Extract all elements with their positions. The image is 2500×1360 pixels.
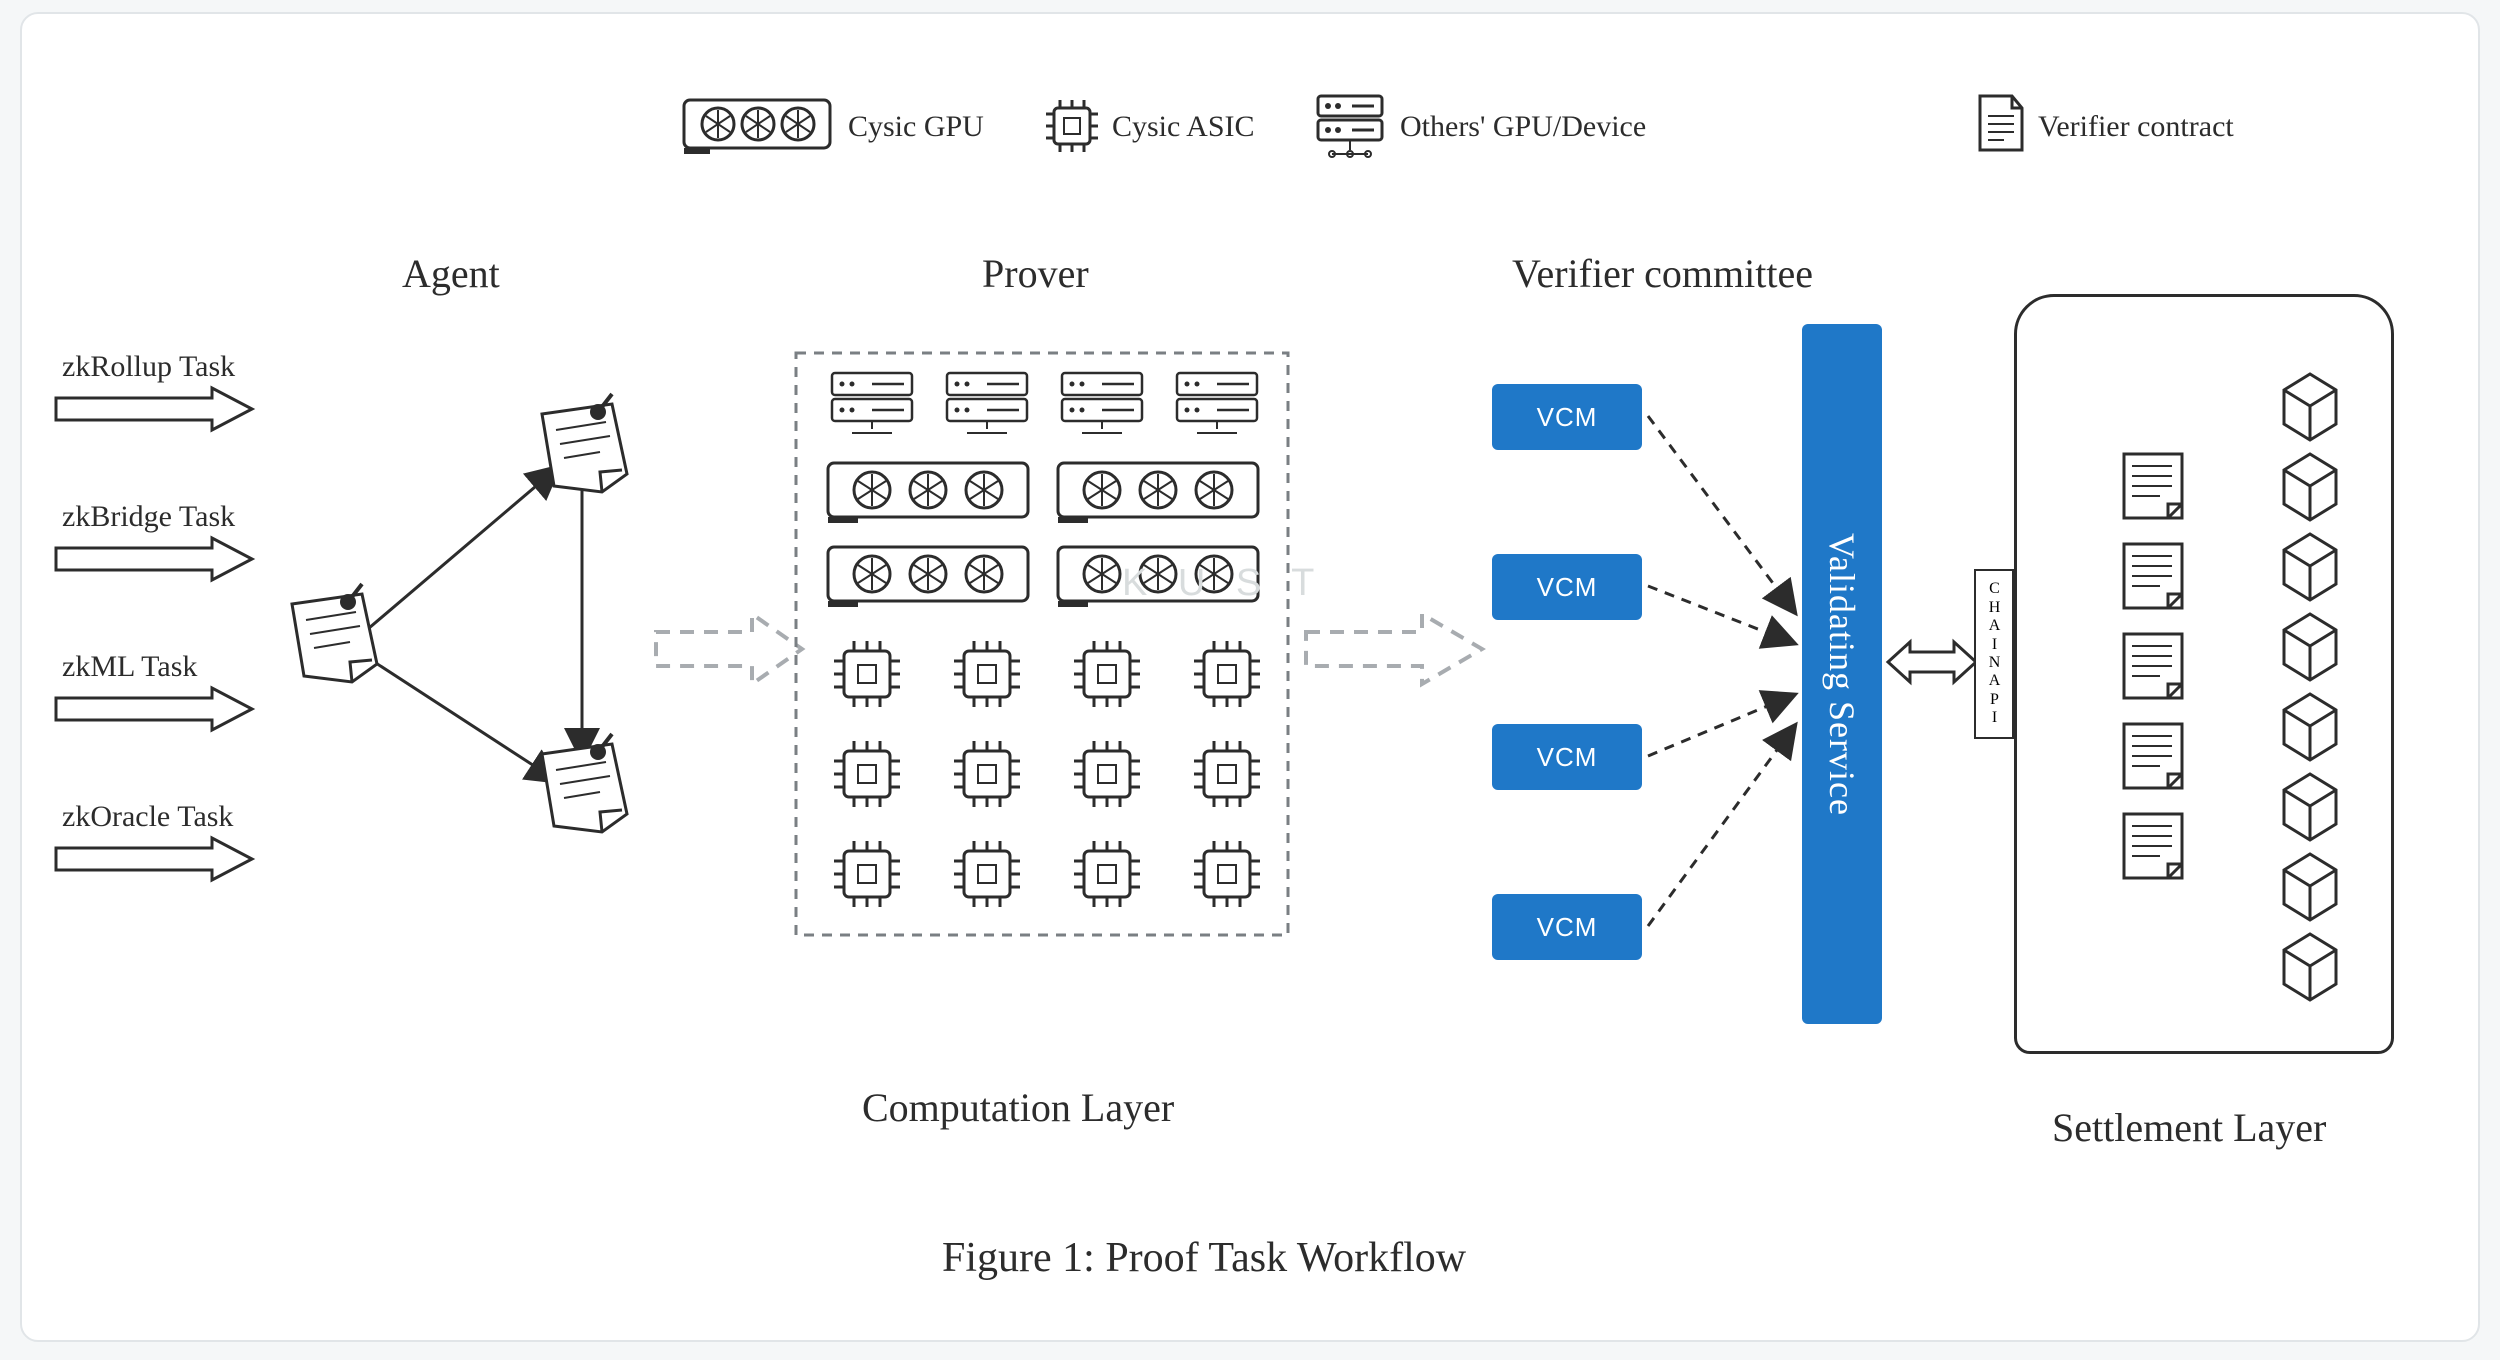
task-arrow-2	[52, 534, 292, 584]
legend-asic-label: Cysic ASIC	[1112, 110, 1255, 144]
title-verifier: Verifier committee	[1512, 250, 1813, 297]
vcm-box-4: VCM	[1492, 894, 1642, 960]
vcm-box-1: VCM	[1492, 384, 1642, 450]
title-agent: Agent	[402, 250, 500, 297]
chainapi-n: N	[1989, 654, 2000, 672]
task-label-4: zkOracle Task	[62, 800, 233, 834]
diagram-frame: Cysic GPU Cysic ASIC	[20, 12, 2480, 1342]
chainapi-i: I	[1992, 636, 1996, 654]
contract-icon	[1976, 92, 2026, 154]
legend-server-label: Others' GPU/Device	[1400, 110, 1646, 144]
prover-box	[792, 349, 1292, 939]
task-arrow-3	[52, 684, 292, 734]
title-prover: Prover	[982, 250, 1089, 297]
title-computation: Computation Layer	[862, 1084, 1174, 1131]
legend-contract-label: Verifier contract	[2038, 110, 2234, 144]
vcm-arrows	[1642, 314, 1822, 1014]
asic-icon	[1042, 96, 1102, 156]
legend-gpu-label: Cysic GPU	[848, 110, 984, 144]
chainapi-a2: A	[1989, 672, 2000, 690]
vcm-box-3: VCM	[1492, 724, 1642, 790]
server-icon	[1312, 92, 1388, 162]
arrow-validating-sequencer	[1884, 632, 1980, 692]
task-arrow-1	[52, 384, 292, 434]
task-label-2: zkBridge Task	[62, 500, 235, 534]
vcm-label: VCM	[1537, 742, 1598, 773]
chain-api-box: C H A I N A P I	[1974, 569, 2014, 739]
chainapi-h: H	[1989, 599, 2000, 617]
vcm-label: VCM	[1537, 402, 1598, 433]
arrow-prover-verifier	[1302, 604, 1492, 694]
task-label-1: zkRollup Task	[62, 350, 235, 384]
chainapi-p: P	[1990, 691, 1998, 709]
agent-cluster	[272, 344, 692, 844]
validating-service: Validating Service	[1802, 324, 1882, 1024]
figure-caption: Figure 1: Proof Task Workflow	[942, 1234, 1466, 1282]
task-arrow-4	[52, 834, 292, 884]
vcm-label: VCM	[1537, 912, 1598, 943]
watermark: K U S T	[1122, 562, 1324, 605]
vcm-label: VCM	[1537, 572, 1598, 603]
arrow-agent-prover	[652, 604, 812, 694]
sequencer-contents	[2014, 294, 2394, 1054]
chainapi-a: A	[1989, 617, 2000, 635]
task-label-3: zkML Task	[62, 650, 197, 684]
chainapi-c: C	[1989, 580, 1999, 598]
chainapi-i2: I	[1992, 709, 1996, 727]
validating-label: Validating Service	[1821, 533, 1863, 816]
title-settlement: Settlement Layer	[2052, 1104, 2326, 1151]
vcm-box-2: VCM	[1492, 554, 1642, 620]
gpu-icon	[682, 94, 832, 158]
